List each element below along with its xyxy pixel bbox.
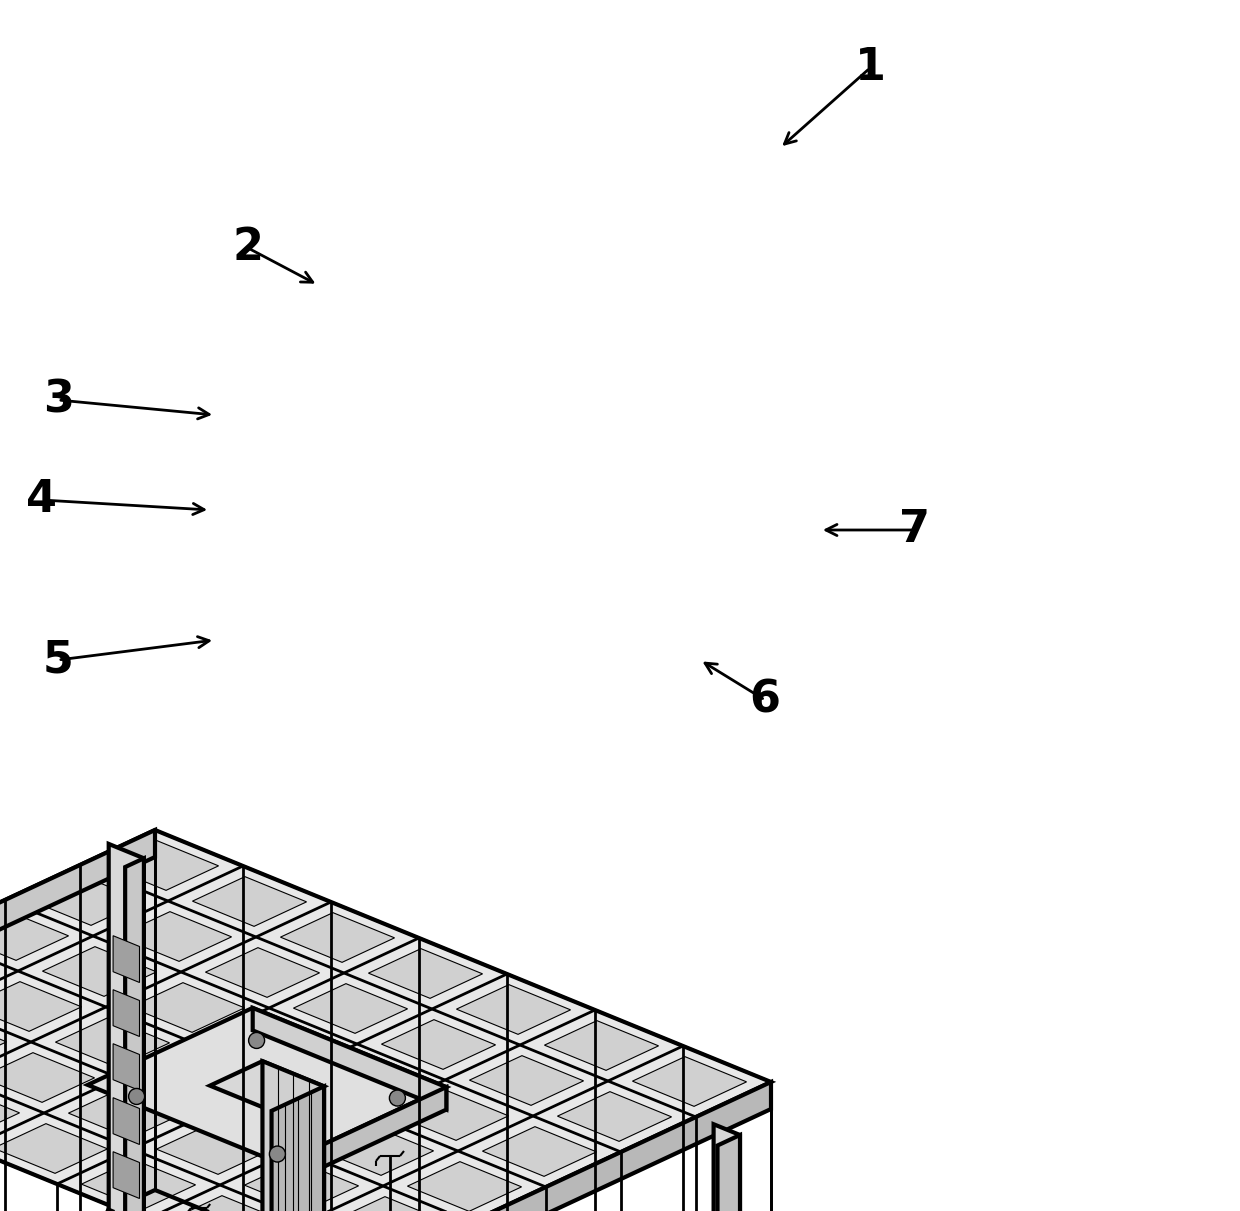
Polygon shape <box>82 1160 196 1210</box>
Polygon shape <box>0 1124 108 1173</box>
Polygon shape <box>244 1160 358 1210</box>
Text: 6: 6 <box>749 678 780 722</box>
Polygon shape <box>0 830 155 1067</box>
Polygon shape <box>118 912 232 962</box>
Polygon shape <box>130 982 244 1032</box>
Polygon shape <box>0 830 771 1211</box>
Polygon shape <box>113 1152 139 1199</box>
Polygon shape <box>713 1124 740 1211</box>
Circle shape <box>389 1090 405 1106</box>
Polygon shape <box>0 911 68 960</box>
Polygon shape <box>68 1089 182 1138</box>
Polygon shape <box>558 1091 672 1141</box>
Polygon shape <box>332 1196 446 1211</box>
Text: 7: 7 <box>899 509 930 551</box>
Polygon shape <box>263 1061 324 1211</box>
Text: 3: 3 <box>42 379 73 421</box>
Polygon shape <box>294 983 408 1033</box>
Polygon shape <box>632 1057 746 1107</box>
Polygon shape <box>408 1161 522 1211</box>
Polygon shape <box>470 1056 584 1106</box>
Polygon shape <box>42 947 156 997</box>
Polygon shape <box>113 1044 139 1090</box>
Polygon shape <box>30 876 144 925</box>
Polygon shape <box>0 982 82 1032</box>
Polygon shape <box>368 948 482 998</box>
Polygon shape <box>272 1086 324 1211</box>
Polygon shape <box>394 1091 508 1141</box>
Polygon shape <box>0 1052 94 1102</box>
Polygon shape <box>113 1097 139 1144</box>
Polygon shape <box>0 1017 6 1067</box>
Circle shape <box>248 1033 264 1049</box>
Polygon shape <box>482 1126 596 1176</box>
Polygon shape <box>382 1020 496 1069</box>
Polygon shape <box>206 948 320 998</box>
Polygon shape <box>253 1008 446 1109</box>
Polygon shape <box>170 1195 284 1211</box>
Circle shape <box>269 1146 285 1163</box>
Polygon shape <box>156 1125 270 1175</box>
Polygon shape <box>456 985 570 1034</box>
Text: 5: 5 <box>42 638 73 682</box>
Polygon shape <box>113 936 139 982</box>
Polygon shape <box>113 989 139 1037</box>
Polygon shape <box>56 1017 170 1067</box>
Polygon shape <box>306 1055 420 1104</box>
Polygon shape <box>718 1135 740 1211</box>
Polygon shape <box>544 1021 658 1071</box>
Text: 2: 2 <box>233 226 263 270</box>
Text: 4: 4 <box>26 478 57 522</box>
Polygon shape <box>109 844 144 1211</box>
Polygon shape <box>320 1126 434 1176</box>
Polygon shape <box>280 913 394 963</box>
Polygon shape <box>321 1081 771 1211</box>
Polygon shape <box>281 1087 446 1187</box>
Polygon shape <box>144 1054 258 1103</box>
Polygon shape <box>232 1090 346 1140</box>
Circle shape <box>129 1089 145 1104</box>
Polygon shape <box>218 1018 332 1068</box>
Polygon shape <box>0 1087 20 1137</box>
Polygon shape <box>210 1061 324 1110</box>
Polygon shape <box>192 877 306 926</box>
Polygon shape <box>88 1008 446 1164</box>
Polygon shape <box>125 859 144 1211</box>
Text: 1: 1 <box>854 46 885 90</box>
Polygon shape <box>104 840 218 890</box>
